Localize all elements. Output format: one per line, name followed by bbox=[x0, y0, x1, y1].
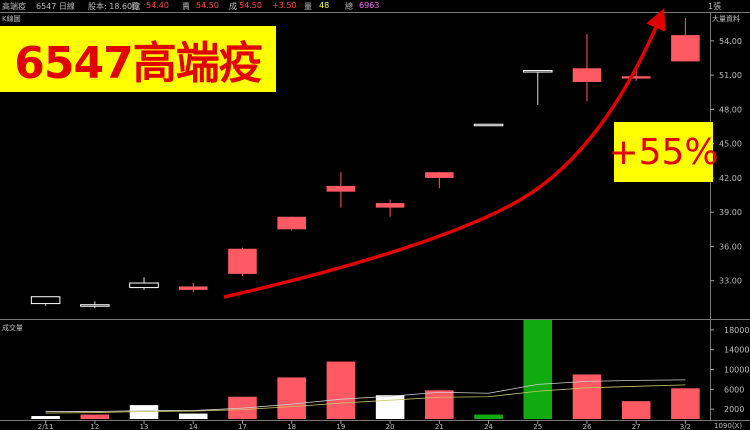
candle-body bbox=[326, 185, 356, 192]
volume-tick-label: 18000 bbox=[724, 326, 749, 335]
volume-tick-label: 2000 bbox=[724, 405, 744, 414]
volume-ma-line bbox=[45, 384, 686, 414]
volume-panel-label: 成交量 bbox=[2, 324, 23, 332]
title-annotation: 6547高端疫 bbox=[0, 26, 276, 92]
price-tick-label: 36.00 bbox=[719, 242, 742, 251]
candle-body bbox=[80, 304, 110, 307]
candle-body bbox=[425, 172, 454, 178]
candle-body bbox=[671, 35, 700, 62]
volume-bar bbox=[178, 413, 208, 419]
candle-body bbox=[30, 296, 61, 305]
price-tick-label: 42.00 bbox=[719, 174, 742, 183]
candle-body bbox=[473, 123, 504, 127]
close-label: 成 bbox=[229, 2, 237, 11]
x-tick-label: 26 bbox=[583, 423, 592, 430]
x-tick-label: 18 bbox=[287, 423, 296, 430]
x-tick-label: 27 bbox=[632, 423, 641, 430]
candle-body bbox=[129, 282, 159, 289]
volume-bar bbox=[425, 390, 454, 419]
stock-name: 高端疫 bbox=[2, 2, 26, 11]
volume-label: 量 bbox=[304, 2, 312, 11]
candle-body bbox=[228, 248, 257, 274]
volume-tick-label: 14000 bbox=[724, 346, 749, 355]
quote-header: 高端疫 6547 日線 股本: 18.60億 買 54.40 賣 54.50 成… bbox=[0, 0, 750, 13]
x-tick-label: 2/11 bbox=[38, 423, 54, 430]
volume-tick-label: 10000 bbox=[724, 366, 749, 375]
price-tick-label: 39.00 bbox=[719, 208, 742, 217]
volume-bar bbox=[80, 414, 110, 419]
x-tick-label: 3/2 bbox=[680, 423, 691, 430]
buy-label: 買 bbox=[131, 2, 139, 11]
stock-code: 6547 日線 bbox=[36, 2, 75, 11]
trend-arrow bbox=[223, 8, 666, 299]
x-tick-label: 13 bbox=[140, 423, 149, 430]
volume-bar bbox=[375, 395, 405, 419]
volume-bar bbox=[474, 414, 503, 419]
price-tick-label: 45.00 bbox=[719, 140, 742, 149]
volume-bar bbox=[523, 320, 553, 419]
broker-label: 大量資料 bbox=[712, 15, 740, 23]
sell-label: 賣 bbox=[182, 2, 190, 11]
candle-body bbox=[178, 286, 208, 290]
volume-value: 48 bbox=[319, 1, 330, 10]
volume-bar bbox=[671, 388, 700, 419]
total-label: 總 bbox=[345, 2, 353, 11]
buy-value: 54.40 bbox=[146, 1, 169, 10]
x-tick-label: 17 bbox=[238, 423, 247, 430]
change-value: +3.50 bbox=[272, 1, 297, 10]
unit-label: 1張 bbox=[708, 2, 722, 11]
price-tick-label: 48.00 bbox=[719, 105, 742, 114]
volume-ma-line bbox=[45, 379, 686, 412]
share-capital: 股本: 18.60億 bbox=[88, 2, 141, 11]
x-tick-label: 25 bbox=[533, 423, 542, 430]
title-annotation-text: 6547高端疫 bbox=[14, 38, 262, 89]
close-value: 54.50 bbox=[239, 1, 262, 10]
price-tick-label: 33.00 bbox=[719, 277, 742, 286]
total-value: 6963 bbox=[359, 1, 380, 10]
sell-value: 54.50 bbox=[196, 1, 219, 10]
x-tick-label: 20 bbox=[386, 423, 395, 430]
x-tick-label: 12 bbox=[90, 423, 99, 430]
volume-bar bbox=[621, 401, 651, 419]
candle-body bbox=[522, 70, 553, 73]
volume-unit-label: 1090(X) bbox=[714, 422, 742, 430]
volume-bar bbox=[129, 405, 159, 419]
x-tick-label: 24 bbox=[484, 423, 493, 430]
volume-bar bbox=[31, 416, 60, 419]
price-tick-label: 54.00 bbox=[719, 37, 742, 46]
candle-body bbox=[277, 216, 306, 230]
volume-bar bbox=[326, 361, 356, 419]
price-panel-label: K線圖 bbox=[2, 15, 21, 23]
price-tick-label: 51.00 bbox=[719, 71, 742, 80]
candle-body bbox=[621, 76, 651, 79]
candle-body bbox=[572, 68, 602, 82]
x-tick-label: 14 bbox=[189, 423, 198, 430]
candle-body bbox=[375, 203, 405, 208]
volume-tick-label: 6000 bbox=[724, 385, 744, 394]
volume-bar bbox=[277, 377, 306, 419]
x-tick-label: 19 bbox=[336, 423, 345, 430]
gain-annotation-text: +55% bbox=[608, 131, 719, 173]
x-tick-label: 21 bbox=[435, 423, 444, 430]
gain-annotation: +55% bbox=[608, 122, 719, 182]
